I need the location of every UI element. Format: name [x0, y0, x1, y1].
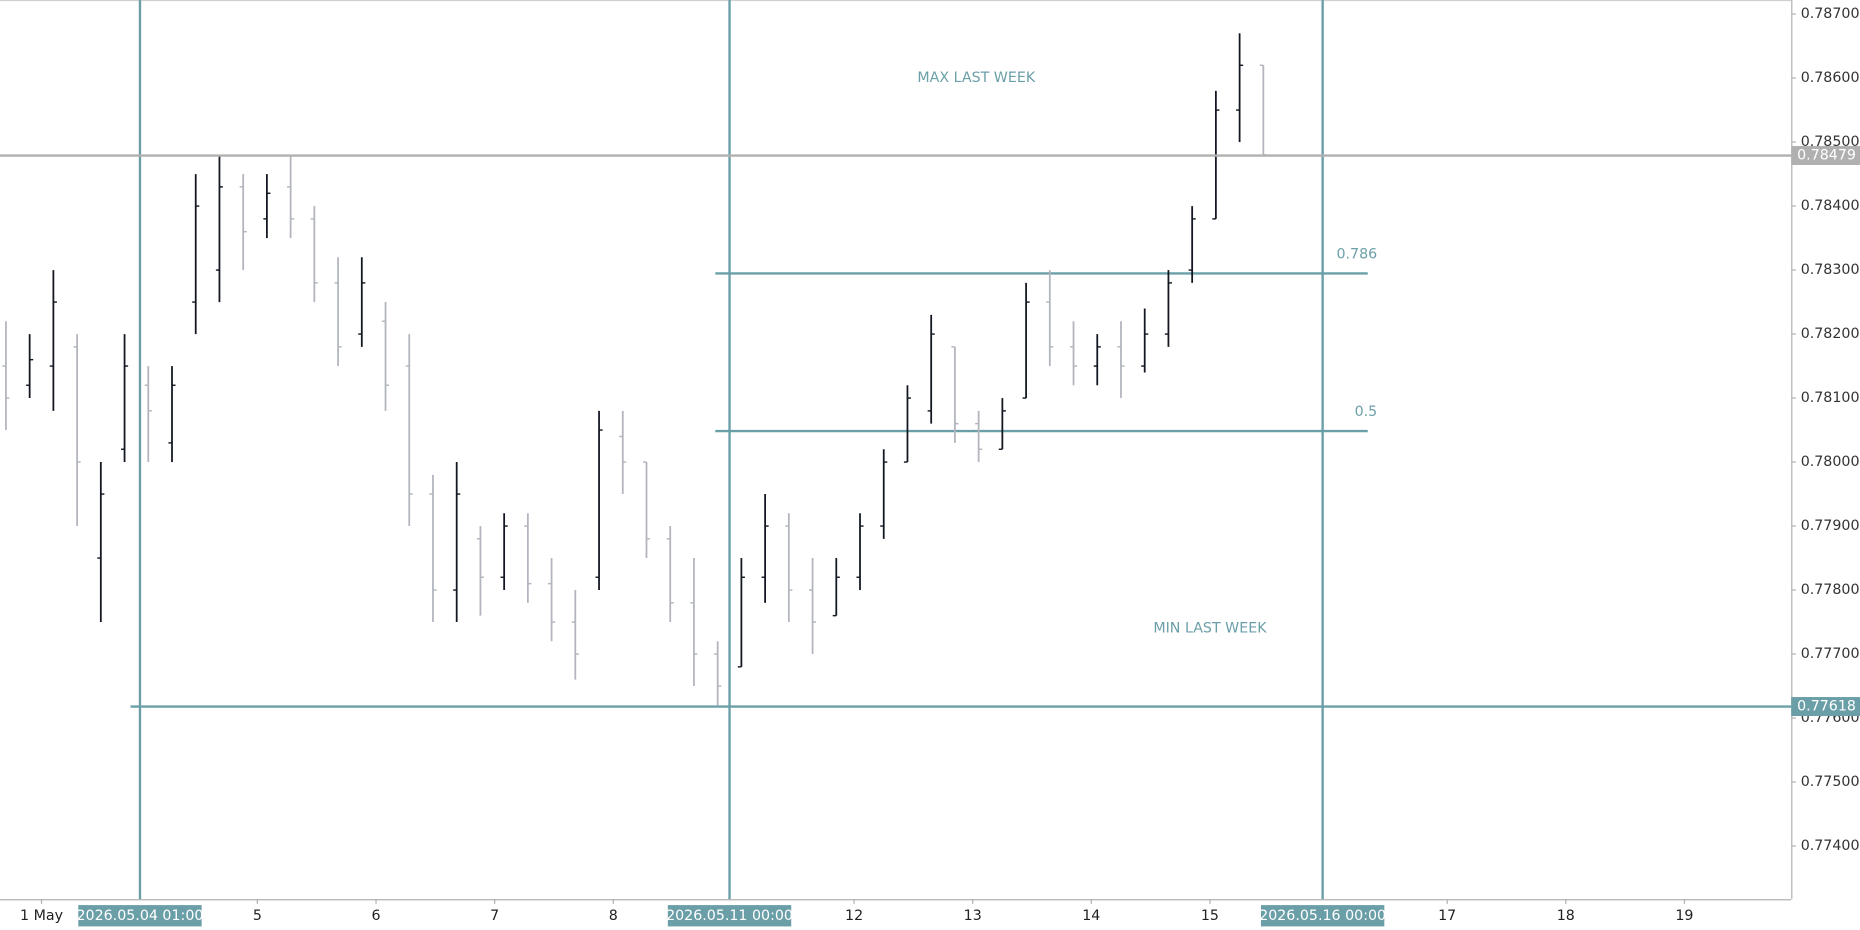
- price-label: 0.77618: [1797, 699, 1856, 715]
- y-tick-label: 0.78000: [1801, 454, 1860, 470]
- fib-level-label: 0.786: [1336, 246, 1377, 262]
- time-label-box: [78, 905, 202, 927]
- x-tick-label: 1 May: [20, 908, 63, 924]
- y-tick-label: 0.77700: [1801, 646, 1860, 662]
- y-tick-label: 0.77500: [1801, 774, 1860, 790]
- time-label: 2026.05.16 00:00: [1259, 908, 1386, 924]
- time-label-box: [667, 905, 792, 927]
- y-tick-label: 0.78200: [1801, 326, 1860, 342]
- y-tick-label: 0.77900: [1801, 518, 1860, 534]
- time-label: 2026.05.11 00:00: [666, 908, 793, 924]
- fib-level-label: 0.5: [1355, 404, 1378, 420]
- time-label: 2026.05.04 01:00: [77, 908, 204, 924]
- x-tick-label: 13: [964, 908, 982, 924]
- x-tick-label: 6: [372, 908, 381, 924]
- x-tick-label: 7: [490, 908, 499, 924]
- x-tick-label: 15: [1201, 908, 1219, 924]
- y-tick-label: 0.78300: [1801, 262, 1860, 278]
- x-tick-label: 12: [845, 908, 863, 924]
- y-tick-label: 0.77800: [1801, 582, 1860, 598]
- price-label-box: [1791, 697, 1860, 717]
- annotation: MIN LAST WEEK: [1153, 620, 1267, 636]
- x-tick-label: 17: [1438, 908, 1456, 924]
- price-label: 0.78479: [1797, 148, 1856, 164]
- x-tick-label: 14: [1082, 908, 1100, 924]
- y-tick-label: 0.78600: [1801, 70, 1860, 86]
- annotation: MAX LAST WEEK: [917, 70, 1035, 86]
- y-tick-label: 0.78100: [1801, 390, 1860, 406]
- x-tick-label: 19: [1675, 908, 1693, 924]
- y-tick-label: 0.77400: [1801, 838, 1860, 854]
- x-tick-label: 18: [1557, 908, 1575, 924]
- time-label-box: [1260, 905, 1385, 927]
- y-tick-label: 0.78400: [1801, 198, 1860, 214]
- x-tick-label: 8: [609, 908, 618, 924]
- y-tick-label: 0.78700: [1801, 6, 1860, 22]
- price-label-box: [1791, 146, 1860, 166]
- x-tick-label: 5: [253, 908, 262, 924]
